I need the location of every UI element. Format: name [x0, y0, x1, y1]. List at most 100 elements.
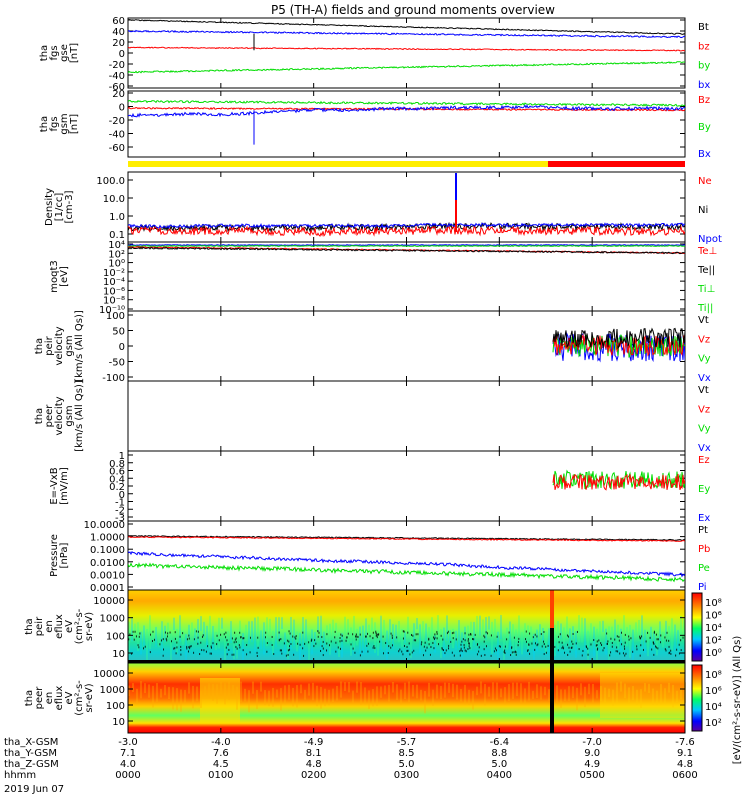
density-legend: Ne Ni Npot: [698, 176, 722, 245]
y-axis-label: [mV/m]: [59, 467, 70, 505]
colorbar-label: [eV/(cm²-s-sr-eV)] (All Qs): [732, 636, 743, 765]
y-axis-label: fgs: [49, 116, 60, 131]
y-tick-label: 1.0000: [90, 533, 125, 544]
efield-ticks: 10.80.60.40.20-1-2-3: [109, 451, 685, 524]
legend-entry: Vx: [698, 373, 711, 384]
x-row-label: tha_X-GSM: [4, 737, 58, 748]
y-axis-label: gsm: [59, 113, 70, 134]
y-tick-label: 10⁻¹⁰: [99, 305, 125, 316]
y-tick-label: 20: [112, 89, 125, 100]
y-axis-label: velocity: [54, 326, 65, 365]
x-tick-label: 0200: [301, 770, 326, 781]
series-by: [128, 61, 685, 74]
x-tick-label: 4.0: [120, 759, 136, 770]
x-tick-label: -3.0: [118, 737, 138, 748]
x-tick-label: 7.1: [120, 748, 136, 759]
series-tepar: [128, 246, 685, 255]
y-axis-label: [km/s (All Qs)]: [74, 380, 85, 452]
y-tick-label: 40: [112, 27, 125, 38]
legend-entry: Ey: [698, 484, 710, 495]
x-tick-label: 8.5: [399, 748, 415, 759]
x-row-label: tha_Y-GSM: [4, 748, 57, 759]
y-tick-label: -60: [109, 82, 125, 93]
legend-entry: Pt: [698, 525, 708, 536]
series-teperp: [128, 244, 685, 246]
y-axis-label: (cm²-s-: [74, 608, 85, 644]
efield-legend: Ez Ey Ex: [698, 455, 710, 524]
y-tick-label: 10²: [108, 249, 125, 260]
y-axis-label: [nT]: [69, 114, 80, 134]
legend-entry: Pb: [698, 544, 710, 555]
legend-entry: by: [698, 61, 710, 72]
x-tick-label: -4.0: [211, 737, 231, 748]
x-tick-label: -7.0: [582, 737, 602, 748]
x-tick-label: 8.1: [306, 748, 322, 759]
y-axis-label: peir: [34, 616, 45, 636]
legend-entry: Npot: [698, 234, 722, 245]
series-pb: [128, 535, 685, 542]
y-axis-label: tha: [34, 408, 45, 424]
legend-entry: bx: [698, 80, 710, 91]
legend-entry: Vy: [698, 424, 711, 435]
y-axis-label: moqt3: [49, 260, 60, 293]
y-tick-label: 10⁰: [108, 259, 125, 270]
x-tick-label: -7.6: [675, 737, 695, 748]
legend-entry: Vx: [698, 443, 711, 454]
legend-entry: Bx: [698, 149, 711, 160]
y-tick-label: 0: [119, 342, 125, 353]
series-ez: [552, 473, 685, 491]
y-axis-label: eV: [64, 620, 75, 633]
y-axis-label: fgs: [49, 45, 60, 60]
x-tick-label: 9.0: [584, 748, 600, 759]
y-tick-label: -50: [109, 358, 125, 369]
y-tick-label: 0.6: [109, 467, 125, 478]
y-tick-label: 10000: [93, 669, 125, 680]
fgs-gsm-ticks: 20 0 -20 -40 -60: [109, 89, 685, 154]
fgs-gsm-legend: Bz By Bx: [698, 95, 711, 160]
y-axis-label: eflux: [54, 614, 65, 639]
y-tick-label: -2: [115, 505, 125, 516]
colorbar-tick: 10⁶: [705, 611, 722, 622]
legend-entry: Ez: [698, 455, 710, 466]
y-tick-label: 0: [119, 49, 125, 60]
y-tick-label: 1.0: [109, 212, 125, 223]
y-tick-label: 100: [106, 311, 125, 322]
y-axis-label: E=-VxB: [49, 467, 60, 504]
y-tick-label: 10: [112, 717, 125, 728]
y-axis-label: peer: [44, 404, 55, 428]
y-tick-label: -20: [109, 116, 125, 127]
legend-entry: Te⊥: [697, 246, 717, 257]
fgs-gse-legend: Bt bz by bx: [698, 22, 710, 91]
y-axis-label: tha: [24, 690, 35, 706]
legend-entry: Pi: [698, 582, 707, 593]
y-tick-label: 10: [112, 649, 125, 660]
y-axis-label: velocity: [54, 396, 65, 435]
y-tick-label: 0: [119, 490, 125, 501]
y-tick-label: 0.0010: [90, 570, 125, 581]
y-tick-label: 0.2: [109, 482, 125, 493]
y-tick-label: 10⁻⁸: [103, 296, 125, 307]
series-ne: [128, 225, 685, 237]
y-tick-label: 10⁻⁶: [103, 286, 125, 297]
efield-ylabel: E=-VxB [mV/m]: [49, 467, 70, 505]
x-tick-label: 5.0: [491, 759, 507, 770]
fgs-gsm-ylabel: tha fgs gsm [nT]: [39, 113, 80, 134]
fgs-gse-ylabel: tha fgs gse [nT]: [39, 43, 80, 63]
y-axis-label: gse: [59, 44, 70, 62]
y-tick-label: 60: [112, 16, 125, 27]
peir-spec-ticks: 10000 1000 100 10: [93, 596, 685, 660]
y-axis-label: tha: [39, 45, 50, 61]
x-tick-label: 0600: [672, 770, 697, 781]
x-tick-label: 0400: [487, 770, 512, 781]
colorbar-tick: 10⁶: [705, 686, 722, 697]
x-tick-label: 0000: [115, 770, 140, 781]
peir-spectrogram: [128, 590, 685, 663]
colorbar-2: [691, 664, 703, 732]
y-tick-label: 0.4: [109, 474, 125, 485]
y-tick-label: 50: [112, 327, 125, 338]
y-axis-label: peer: [34, 686, 45, 710]
y-axis-label: eflux: [54, 686, 65, 711]
legend-entry: Ex: [698, 513, 710, 524]
